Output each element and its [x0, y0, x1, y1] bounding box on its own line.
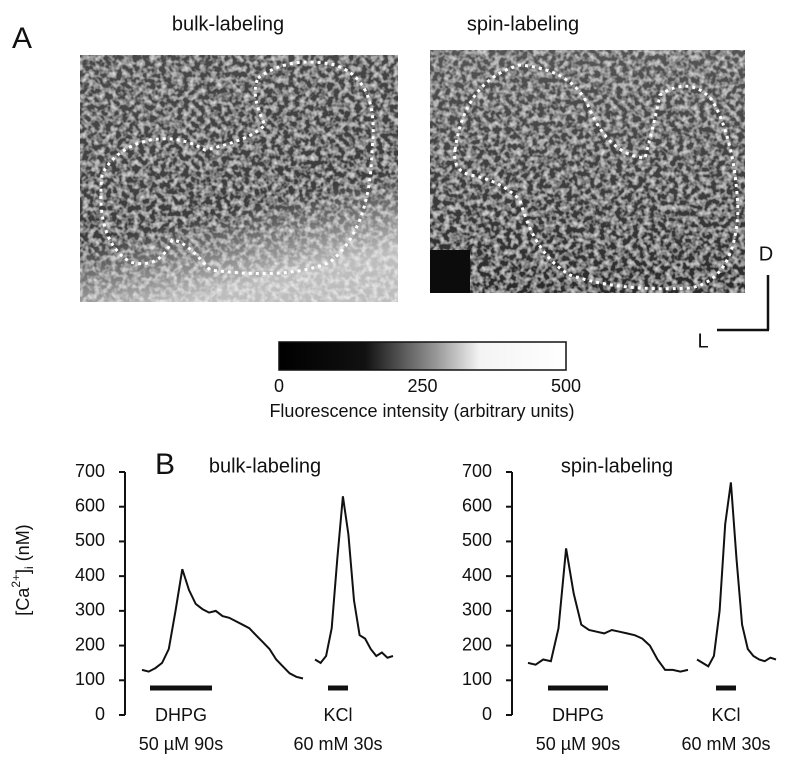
y-label-part: [Ca: [13, 587, 33, 616]
chart-title: spin-labeling: [561, 455, 673, 477]
y-axis-label: [Ca2+]i (nM): [9, 524, 36, 615]
panel-label: A: [12, 22, 32, 55]
y-tick-label: 500: [75, 530, 105, 550]
stimulus-label: DHPG: [552, 705, 604, 725]
orientation-label: D: [759, 243, 773, 265]
colorbar: [278, 341, 567, 371]
y-tick-label: 200: [462, 634, 492, 654]
trace: [141, 568, 304, 680]
stimulus-label: 50 µM 90s: [139, 734, 223, 754]
stimulus-label: KCl: [323, 705, 352, 725]
y-tick-label: 700: [462, 461, 492, 481]
y-label-part: ]: [13, 569, 33, 574]
y-tick-label: 300: [462, 600, 492, 620]
y-tick-label: 200: [75, 634, 105, 654]
chart-title: bulk-labeling: [209, 455, 321, 477]
image: [80, 55, 398, 302]
y-tick-label: 500: [462, 530, 492, 550]
y-label-part: i: [22, 566, 36, 569]
y-tick-label: 0: [95, 704, 105, 724]
image-title: bulk-labeling: [172, 13, 284, 35]
image-title: spin-labeling: [467, 13, 579, 35]
y-tick-label: 100: [75, 669, 105, 689]
image: [430, 50, 745, 293]
colorbar-tick-label: 0: [274, 376, 284, 396]
y-tick-label: 700: [75, 461, 105, 481]
colorbar-label: Fluorescence intensity (arbitrary units): [269, 401, 574, 421]
y-label-part: (nM): [13, 524, 33, 566]
y-tick-label: 600: [462, 495, 492, 515]
y-tick-label: 600: [75, 495, 105, 515]
stimulus-label: 60 mM 30s: [681, 734, 770, 754]
stimulus-label: 50 µM 90s: [536, 734, 620, 754]
y-tick-label: 0: [482, 704, 492, 724]
y-label-part: 2+: [9, 574, 23, 588]
stimulus-label: KCl: [711, 705, 740, 725]
stimulus-label: 60 mM 30s: [293, 734, 382, 754]
colorbar-tick-label: 250: [407, 376, 437, 396]
y-tick-label: 100: [462, 669, 492, 689]
trace: [314, 496, 394, 665]
y-tick-label: 400: [75, 565, 105, 585]
stimulus-label: DHPG: [155, 705, 207, 725]
panel-label: B: [155, 448, 175, 481]
orientation-label: L: [697, 330, 708, 352]
y-tick-label: 400: [462, 565, 492, 585]
y-tick-label: 300: [75, 600, 105, 620]
trace: [696, 482, 777, 668]
trace: [527, 548, 689, 673]
colorbar-tick-label: 500: [551, 376, 581, 396]
